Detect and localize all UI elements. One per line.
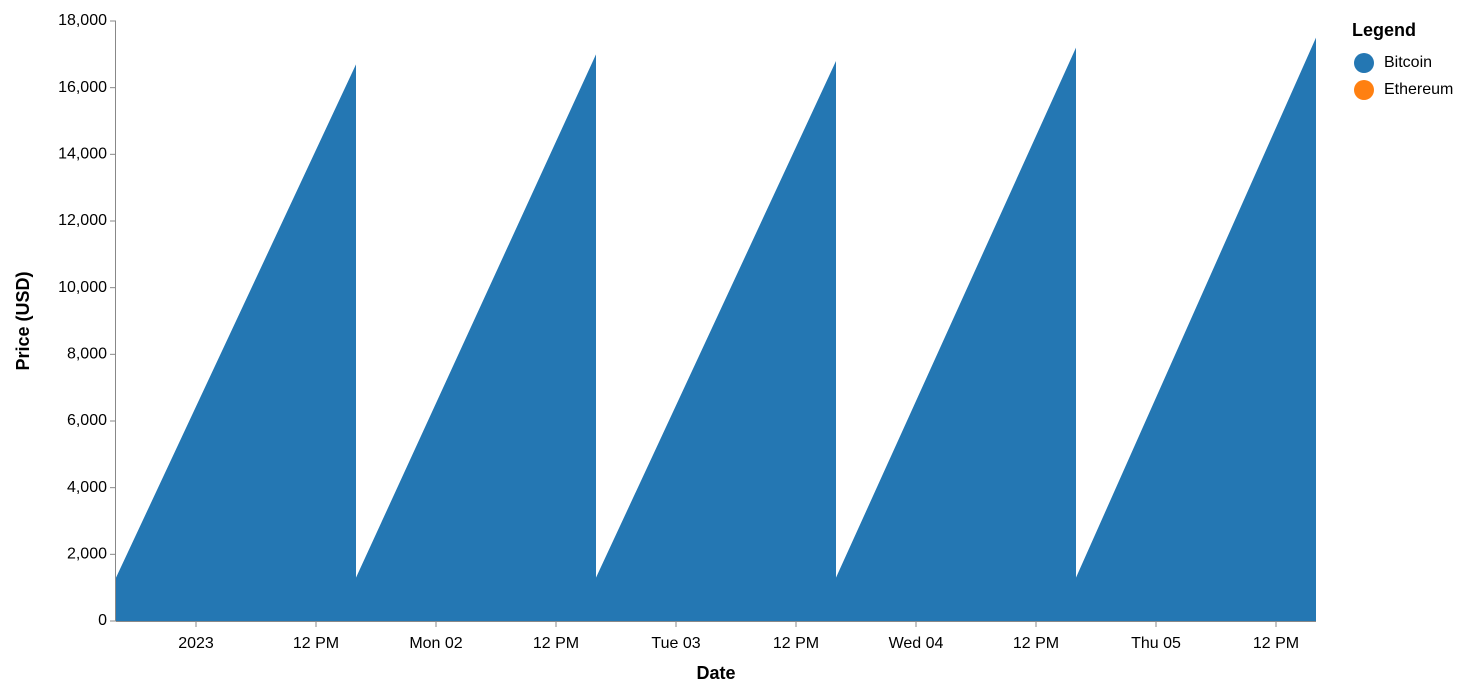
y-tick-label: 10,000 <box>58 279 107 296</box>
y-tick-label: 6,000 <box>67 412 107 429</box>
x-tick-label: Thu 05 <box>1131 635 1181 652</box>
y-tick-label: 8,000 <box>67 346 107 363</box>
area <box>116 37 1316 621</box>
x-tick-label: Tue 03 <box>651 635 700 652</box>
legend-label: Ethereum <box>1384 81 1453 98</box>
x-tick-label: 12 PM <box>1013 635 1059 652</box>
x-tick-label: 12 PM <box>773 635 819 652</box>
x-tick-label: 12 PM <box>1253 635 1299 652</box>
y-tick-label: 0 <box>98 612 107 629</box>
y-tick-label: 16,000 <box>58 79 107 96</box>
legend-label: Bitcoin <box>1384 54 1432 71</box>
legend-swatch <box>1354 80 1374 100</box>
legend-swatch <box>1354 53 1374 73</box>
x-tick-label: 2023 <box>178 635 214 652</box>
y-tick-label: 4,000 <box>67 479 107 496</box>
x-tick-label: Mon 02 <box>409 635 462 652</box>
x-tick-label: Wed 04 <box>889 635 944 652</box>
y-tick-label: 12,000 <box>58 212 107 229</box>
legend-title: Legend <box>1352 20 1416 40</box>
y-tick-label: 18,000 <box>58 12 107 29</box>
y-tick-label: 2,000 <box>67 546 107 563</box>
x-tick-label: 12 PM <box>293 635 339 652</box>
y-axis-title: Price (USD) <box>13 271 33 370</box>
x-tick-label: 12 PM <box>533 635 579 652</box>
x-axis-title: Date <box>696 663 735 683</box>
y-tick-label: 14,000 <box>58 146 107 163</box>
